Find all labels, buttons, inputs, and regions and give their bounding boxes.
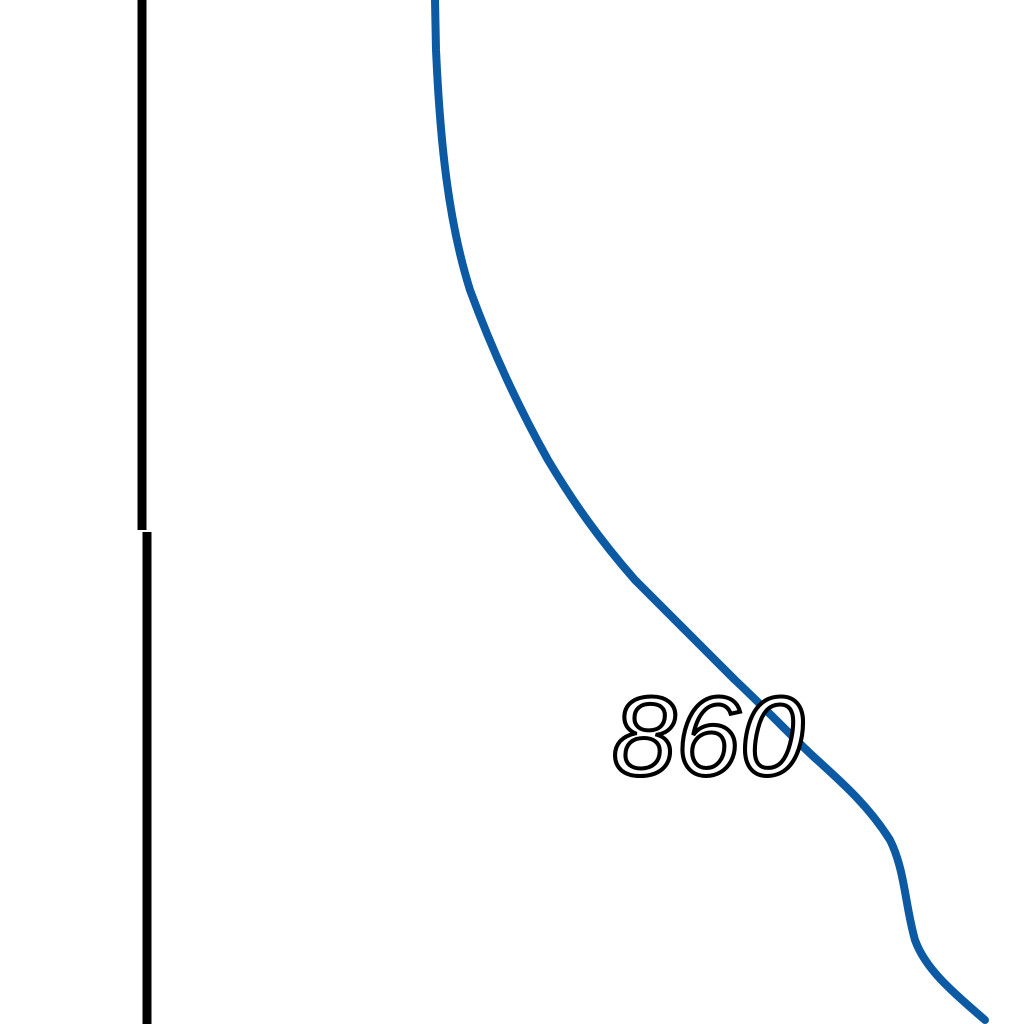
contour-line (431, 0, 989, 1024)
contour-label: 860 (612, 674, 804, 799)
